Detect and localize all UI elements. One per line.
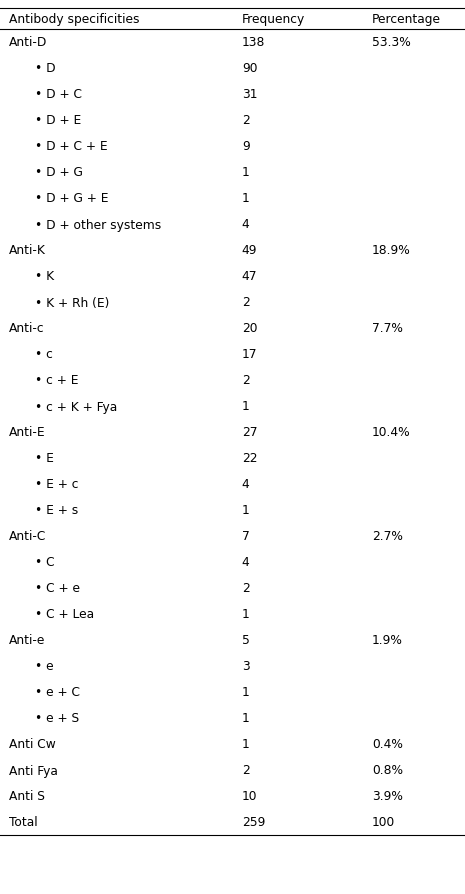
Text: • D + E: • D + E <box>35 114 81 127</box>
Text: Antibody specificities: Antibody specificities <box>9 13 140 25</box>
Text: Anti-D: Anti-D <box>9 37 48 49</box>
Text: • D + C: • D + C <box>35 89 82 101</box>
Text: 1: 1 <box>242 738 250 751</box>
Text: • K: • K <box>35 270 54 283</box>
Text: Anti-e: Anti-e <box>9 634 46 646</box>
Text: 2.7%: 2.7% <box>372 530 403 543</box>
Text: 100: 100 <box>372 815 395 829</box>
Text: • D + C + E: • D + C + E <box>35 140 107 154</box>
Text: 27: 27 <box>242 426 257 439</box>
Text: 1.9%: 1.9% <box>372 634 403 646</box>
Text: Percentage: Percentage <box>372 13 441 25</box>
Text: • c + E: • c + E <box>35 374 79 387</box>
Text: • e: • e <box>35 660 53 673</box>
Text: 1: 1 <box>242 166 250 180</box>
Text: 2: 2 <box>242 763 250 777</box>
Text: 47: 47 <box>242 270 257 283</box>
Text: Anti-c: Anti-c <box>9 322 45 335</box>
Text: Anti-C: Anti-C <box>9 530 46 543</box>
Text: 1: 1 <box>242 504 250 517</box>
Text: 22: 22 <box>242 452 257 465</box>
Text: • C + e: • C + e <box>35 582 80 595</box>
Text: • D + G: • D + G <box>35 166 83 180</box>
Text: 10: 10 <box>242 789 257 803</box>
Text: 10.4%: 10.4% <box>372 426 411 439</box>
Text: 90: 90 <box>242 63 257 75</box>
Text: 2: 2 <box>242 296 250 309</box>
Text: 3: 3 <box>242 660 250 673</box>
Text: Anti-E: Anti-E <box>9 426 46 439</box>
Text: • e + S: • e + S <box>35 712 79 725</box>
Text: • c: • c <box>35 348 53 361</box>
Text: 2: 2 <box>242 114 250 127</box>
Text: 259: 259 <box>242 815 265 829</box>
Text: 1: 1 <box>242 686 250 699</box>
Text: • D: • D <box>35 63 55 75</box>
Text: • E + s: • E + s <box>35 504 78 517</box>
Text: Anti Cw: Anti Cw <box>9 738 56 751</box>
Text: 1: 1 <box>242 192 250 206</box>
Text: • K + Rh (E): • K + Rh (E) <box>35 296 109 309</box>
Text: • c + K + Fya: • c + K + Fya <box>35 400 117 413</box>
Text: 49: 49 <box>242 244 257 257</box>
Text: 17: 17 <box>242 348 257 361</box>
Text: 9: 9 <box>242 140 250 154</box>
Text: Anti S: Anti S <box>9 789 45 803</box>
Text: 2: 2 <box>242 582 250 595</box>
Text: • D + other systems: • D + other systems <box>35 218 161 232</box>
Text: • e + C: • e + C <box>35 686 80 699</box>
Text: 7: 7 <box>242 530 250 543</box>
Text: 4: 4 <box>242 218 250 232</box>
Text: • E + c: • E + c <box>35 478 79 491</box>
Text: 4: 4 <box>242 556 250 569</box>
Text: Total: Total <box>9 815 38 829</box>
Text: 3.9%: 3.9% <box>372 789 403 803</box>
Text: 1: 1 <box>242 712 250 725</box>
Text: 31: 31 <box>242 89 257 101</box>
Text: Frequency: Frequency <box>242 13 305 25</box>
Text: 20: 20 <box>242 322 257 335</box>
Text: 2: 2 <box>242 374 250 387</box>
Text: • D + G + E: • D + G + E <box>35 192 108 206</box>
Text: • C: • C <box>35 556 54 569</box>
Text: 1: 1 <box>242 400 250 413</box>
Text: 18.9%: 18.9% <box>372 244 411 257</box>
Text: 7.7%: 7.7% <box>372 322 403 335</box>
Text: 53.3%: 53.3% <box>372 37 411 49</box>
Text: 0.4%: 0.4% <box>372 738 403 751</box>
Text: Anti-K: Anti-K <box>9 244 46 257</box>
Text: 0.8%: 0.8% <box>372 763 403 777</box>
Text: • C + Lea: • C + Lea <box>35 608 94 620</box>
Text: • E: • E <box>35 452 54 465</box>
Text: 138: 138 <box>242 37 265 49</box>
Text: 1: 1 <box>242 608 250 620</box>
Text: Anti Fya: Anti Fya <box>9 763 58 777</box>
Text: 5: 5 <box>242 634 250 646</box>
Text: 4: 4 <box>242 478 250 491</box>
